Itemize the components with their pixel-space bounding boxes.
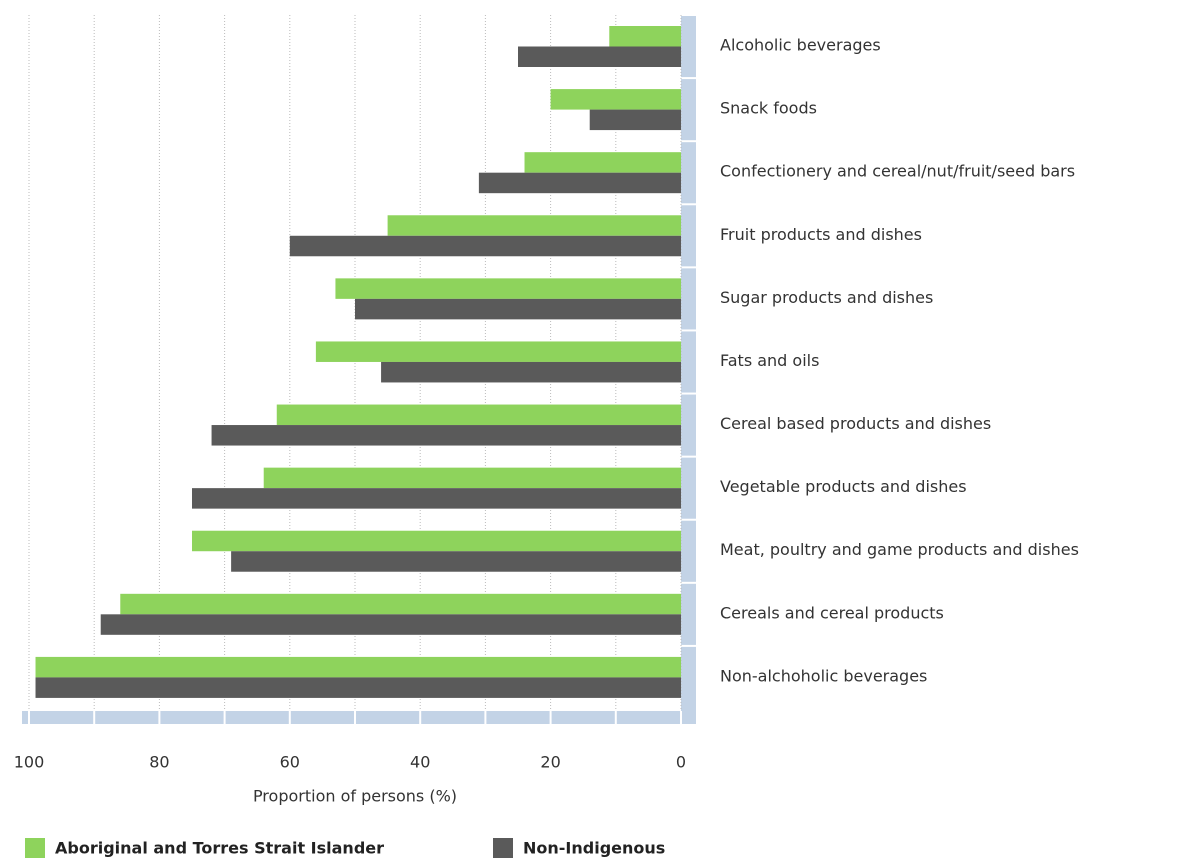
legend-swatch: [25, 838, 45, 858]
bar: [276, 404, 681, 426]
bar: [589, 109, 681, 131]
bar: [35, 677, 681, 698]
x-tick-label: 20: [540, 753, 560, 772]
category-label: Alcoholic beverages: [720, 36, 881, 55]
bar: [120, 593, 681, 615]
bar: [550, 89, 681, 110]
category-label: Non-alchoholic beverages: [720, 666, 927, 685]
bar: [609, 26, 681, 47]
legend-text: Non-Indigenous: [523, 839, 665, 858]
x-tick-label: 60: [280, 753, 300, 772]
category-label: Vegetable products and dishes: [720, 477, 967, 496]
x-axis-title: Proportion of persons (%): [253, 787, 457, 806]
bar: [381, 361, 681, 383]
bar: [35, 656, 681, 678]
bar: [478, 172, 681, 194]
x-tick-label: 0: [676, 753, 686, 772]
x-tick-label: 40: [410, 753, 430, 772]
bar: [100, 614, 682, 635]
category-label: Fruit products and dishes: [720, 225, 922, 244]
category-label: Meat, poultry and game products and dish…: [720, 540, 1079, 559]
bar: [387, 215, 681, 236]
y-axis-bar: [681, 15, 696, 724]
bar: [263, 467, 681, 489]
category-label: Sugar products and dishes: [720, 288, 933, 307]
bar: [211, 425, 681, 446]
category-label: Confectionery and cereal/nut/fruit/seed …: [720, 162, 1075, 181]
bar: [192, 488, 681, 509]
category-label: Snack foods: [720, 99, 817, 118]
legend-swatch: [493, 838, 513, 858]
x-tick-label: 100: [14, 753, 45, 772]
x-axis-bar: [22, 711, 696, 724]
category-label: Fats and oils: [720, 351, 819, 370]
bar: [355, 298, 681, 320]
bar: [518, 46, 681, 67]
bar: [524, 152, 681, 173]
category-label: Cereals and cereal products: [720, 603, 944, 622]
x-tick-label: 80: [149, 753, 169, 772]
legend-text: Aboriginal and Torres Strait Islander: [55, 839, 384, 858]
bar: [289, 235, 681, 257]
bar: [335, 278, 681, 299]
bar: [315, 341, 681, 362]
bar: [231, 551, 681, 572]
category-label: Cereal based products and dishes: [720, 414, 991, 433]
bar: [192, 530, 681, 552]
